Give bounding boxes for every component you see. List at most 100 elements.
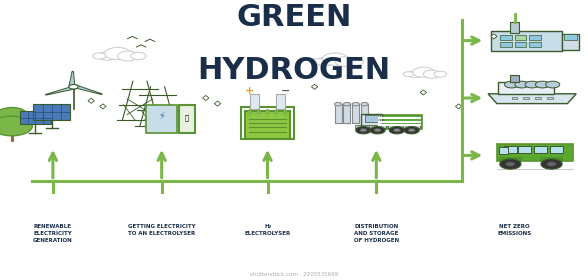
FancyBboxPatch shape — [276, 94, 285, 109]
Polygon shape — [420, 90, 426, 95]
Circle shape — [93, 53, 106, 59]
Polygon shape — [69, 71, 75, 87]
Text: 🔋: 🔋 — [185, 114, 189, 121]
FancyBboxPatch shape — [514, 42, 526, 47]
Circle shape — [389, 127, 405, 134]
FancyBboxPatch shape — [355, 125, 372, 128]
Circle shape — [407, 71, 422, 78]
FancyBboxPatch shape — [534, 146, 547, 153]
FancyBboxPatch shape — [499, 157, 522, 162]
Circle shape — [0, 113, 29, 130]
FancyBboxPatch shape — [343, 104, 350, 123]
Polygon shape — [488, 94, 576, 104]
FancyBboxPatch shape — [403, 125, 420, 128]
Circle shape — [361, 102, 368, 106]
FancyBboxPatch shape — [514, 35, 526, 40]
Circle shape — [525, 81, 539, 88]
Circle shape — [0, 116, 32, 136]
FancyBboxPatch shape — [504, 146, 517, 153]
Circle shape — [408, 129, 415, 132]
Circle shape — [404, 127, 419, 134]
FancyBboxPatch shape — [365, 115, 380, 122]
Text: −: − — [280, 86, 290, 96]
Circle shape — [514, 81, 529, 88]
FancyBboxPatch shape — [529, 35, 541, 40]
Circle shape — [374, 129, 381, 132]
Circle shape — [322, 53, 348, 65]
FancyBboxPatch shape — [550, 146, 563, 153]
FancyBboxPatch shape — [491, 31, 562, 51]
Text: GETTING ELECTRICITY
TO AN ELECTROLYSER: GETTING ELECTRICITY TO AN ELECTROLYSER — [128, 224, 196, 236]
Text: HYDROGEN: HYDROGEN — [198, 56, 390, 85]
Circle shape — [393, 129, 400, 132]
Circle shape — [541, 159, 562, 169]
Circle shape — [98, 52, 116, 60]
Text: GREEN: GREEN — [236, 3, 352, 32]
Polygon shape — [100, 104, 106, 109]
FancyBboxPatch shape — [179, 105, 195, 133]
Text: +: + — [245, 86, 255, 96]
FancyBboxPatch shape — [497, 144, 573, 161]
Text: ⚡: ⚡ — [158, 111, 165, 121]
FancyBboxPatch shape — [361, 114, 382, 128]
Circle shape — [356, 127, 371, 134]
Circle shape — [352, 102, 359, 106]
FancyBboxPatch shape — [512, 97, 517, 99]
Circle shape — [360, 129, 367, 132]
Polygon shape — [203, 95, 209, 101]
FancyBboxPatch shape — [510, 75, 519, 82]
FancyBboxPatch shape — [518, 146, 531, 153]
FancyBboxPatch shape — [529, 42, 541, 47]
FancyBboxPatch shape — [361, 104, 368, 123]
Circle shape — [500, 159, 521, 169]
FancyBboxPatch shape — [377, 115, 422, 129]
Polygon shape — [88, 98, 94, 103]
Circle shape — [0, 108, 27, 122]
FancyBboxPatch shape — [146, 105, 177, 133]
Circle shape — [316, 57, 334, 66]
FancyBboxPatch shape — [335, 104, 342, 123]
FancyBboxPatch shape — [523, 97, 529, 99]
Circle shape — [69, 85, 78, 89]
FancyBboxPatch shape — [535, 97, 541, 99]
FancyBboxPatch shape — [499, 147, 507, 155]
Polygon shape — [215, 101, 220, 106]
Circle shape — [546, 81, 560, 88]
FancyBboxPatch shape — [369, 125, 386, 128]
Circle shape — [335, 57, 356, 67]
Polygon shape — [491, 34, 497, 39]
FancyBboxPatch shape — [499, 82, 554, 94]
Text: DISTRIBUTION
AND STORAGE
OF HYDROGEN: DISTRIBUTION AND STORAGE OF HYDROGEN — [354, 224, 399, 243]
FancyBboxPatch shape — [20, 111, 51, 124]
Circle shape — [505, 81, 519, 88]
Polygon shape — [73, 85, 102, 94]
Polygon shape — [312, 84, 318, 89]
Circle shape — [403, 72, 414, 77]
Circle shape — [310, 59, 323, 65]
FancyBboxPatch shape — [562, 34, 579, 50]
Polygon shape — [45, 86, 76, 95]
Polygon shape — [456, 104, 462, 109]
FancyBboxPatch shape — [510, 22, 519, 33]
Circle shape — [535, 81, 549, 88]
Circle shape — [413, 67, 434, 77]
FancyBboxPatch shape — [34, 104, 70, 120]
FancyBboxPatch shape — [250, 94, 259, 109]
FancyBboxPatch shape — [564, 34, 577, 40]
Circle shape — [105, 47, 131, 60]
Circle shape — [547, 162, 556, 166]
FancyBboxPatch shape — [547, 97, 553, 99]
Circle shape — [348, 58, 363, 65]
Text: RENEWABLE
ELECTRICITY
GENERATION: RENEWABLE ELECTRICITY GENERATION — [33, 224, 73, 243]
FancyBboxPatch shape — [500, 35, 512, 40]
FancyBboxPatch shape — [540, 157, 563, 162]
Circle shape — [370, 127, 385, 134]
FancyBboxPatch shape — [388, 125, 406, 128]
Text: NET ZERO
EMISSIONS: NET ZERO EMISSIONS — [497, 224, 532, 236]
Circle shape — [343, 102, 350, 106]
Circle shape — [423, 70, 440, 78]
Circle shape — [434, 71, 447, 77]
Circle shape — [506, 162, 515, 166]
FancyBboxPatch shape — [352, 104, 359, 123]
Circle shape — [335, 102, 342, 106]
